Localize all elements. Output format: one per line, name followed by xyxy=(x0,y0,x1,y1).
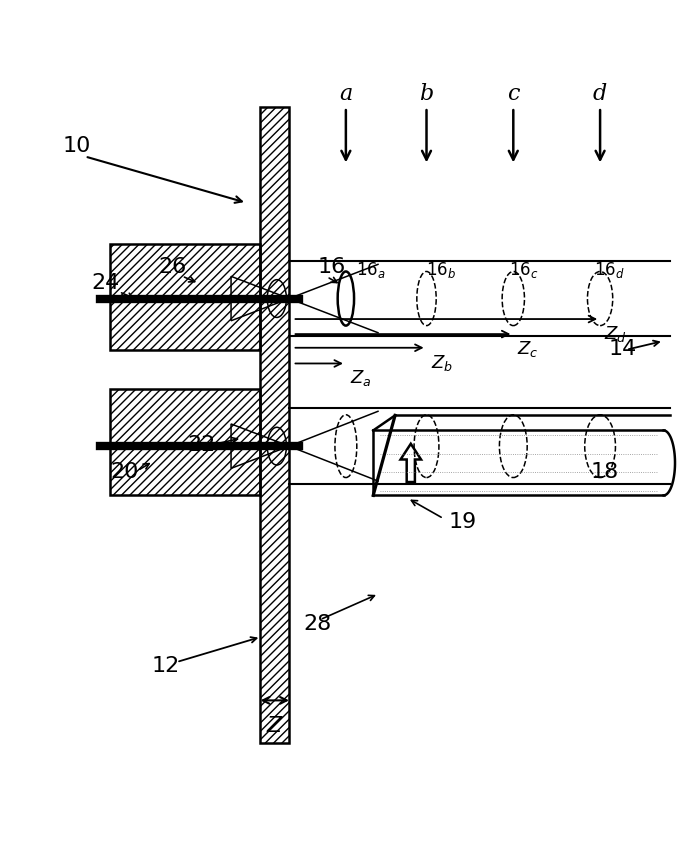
Text: b: b xyxy=(419,83,433,105)
Text: d: d xyxy=(592,83,607,105)
Text: 24: 24 xyxy=(91,273,120,293)
Text: $Z_d$: $Z_d$ xyxy=(603,324,626,344)
Text: a: a xyxy=(339,83,352,105)
Text: 20: 20 xyxy=(110,462,138,482)
Text: 14: 14 xyxy=(608,339,636,359)
Text: 28: 28 xyxy=(303,614,332,634)
Text: 16: 16 xyxy=(317,257,345,277)
Text: $16_c$: $16_c$ xyxy=(508,260,538,280)
Text: $16_b$: $16_b$ xyxy=(426,260,456,280)
Text: $16_d$: $16_d$ xyxy=(593,260,624,280)
Text: c: c xyxy=(507,83,519,105)
Text: 26: 26 xyxy=(158,257,186,277)
Text: 10: 10 xyxy=(62,137,91,156)
Text: 12: 12 xyxy=(151,655,179,675)
Text: 18: 18 xyxy=(590,462,618,482)
Text: $Z_a$: $Z_a$ xyxy=(350,368,371,388)
Text: $Z_b$: $Z_b$ xyxy=(430,352,452,372)
Text: 19: 19 xyxy=(448,511,476,532)
Text: 22: 22 xyxy=(187,435,216,455)
Text: $Z_c$: $Z_c$ xyxy=(517,338,538,359)
Text: $16_a$: $16_a$ xyxy=(356,260,386,280)
Text: $Z$: $Z$ xyxy=(265,714,283,736)
